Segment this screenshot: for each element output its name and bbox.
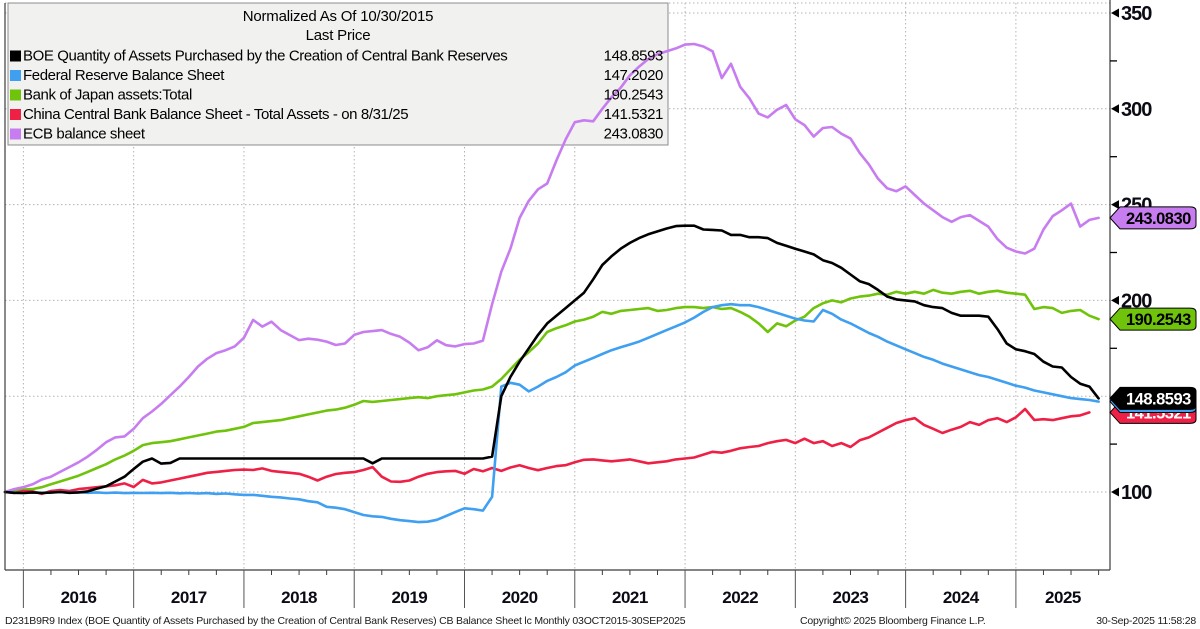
x-axis-label-2023: 2023	[833, 588, 869, 607]
price-tag-2	[1109, 307, 1197, 331]
legend-swatch-fed	[10, 70, 21, 81]
series-lines	[3, 42, 1100, 524]
legend-value-ecb: 243.0830	[604, 126, 663, 143]
series-line-1	[3, 302, 1100, 524]
legend-value-pboc: 141.5321	[604, 106, 663, 123]
y-axis-label-200: 200	[1121, 290, 1152, 312]
legend-value-boe: 148.8593	[604, 48, 663, 65]
y-axis-label-300: 300	[1121, 99, 1152, 121]
y-axis-label-350: 350	[1121, 3, 1152, 25]
price-tag-value-4: 243.0830	[1126, 210, 1191, 228]
x-axis-label-2018: 2018	[281, 588, 317, 607]
legend-swatch-boe	[10, 50, 21, 62]
x-axis-label-2025: 2025	[1045, 588, 1081, 607]
footer: D231B9R9 Index (BOE Quantity of Assets P…	[5, 615, 1197, 627]
footer-copyright: Copyright© 2025 Bloomberg Finance L.P.	[800, 615, 986, 627]
y-tick-arrow-300	[1111, 104, 1119, 114]
x-axis-label-2016: 2016	[61, 588, 97, 607]
y-tick-arrow-200	[1111, 295, 1119, 305]
legend-label-boj: Bank of Japan assets:Total	[23, 87, 192, 104]
x-axis-label-2019: 2019	[391, 588, 427, 607]
series-line-3	[3, 407, 1091, 496]
legend-swatch-pboc	[10, 109, 21, 120]
footer-security-info: D231B9R9 Index (BOE Quantity of Assets P…	[5, 615, 686, 627]
x-axis-label-2024: 2024	[943, 588, 980, 607]
y-tick-arrow-350	[1111, 8, 1119, 18]
chart-subtitle: Last Price	[306, 27, 371, 44]
legend-swatch-boj	[10, 89, 21, 101]
price-tag-0	[1109, 386, 1197, 410]
legend-value-fed: 147.2020	[604, 67, 663, 84]
footer-timestamp: 30-Sep-2025 11:58:28	[1096, 615, 1196, 627]
legend-label-ecb: ECB balance sheet	[23, 126, 146, 143]
y-tick-arrow-100	[1111, 487, 1119, 497]
legend-label-boe: BOE Quantity of Assets Purchased by the …	[23, 48, 507, 65]
legend-label-fed: Federal Reserve Balance Sheet	[23, 67, 225, 84]
legend-swatch-ecb	[10, 128, 21, 140]
series-line-4	[3, 42, 1100, 494]
legend-box	[7, 2, 669, 146]
x-axis-label-2021: 2021	[612, 588, 648, 607]
y-axis-label-100: 100	[1121, 482, 1152, 504]
chart-title: Normalized As Of 10/30/2015	[243, 8, 434, 25]
price-tag-value-2: 190.2543	[1126, 311, 1191, 329]
x-axis-label-2017: 2017	[171, 588, 207, 607]
legend: Normalized As Of 10/30/2015 Last Price B…	[10, 8, 663, 143]
legend-value-boj: 190.2543	[604, 87, 663, 104]
axes: 1001502002503003502016201720182019202020…	[4, 0, 1153, 608]
x-axis-label-2020: 2020	[502, 588, 538, 607]
series-line-2	[3, 288, 1100, 494]
series-line-0	[3, 224, 1100, 495]
legend-label-pboc: China Central Bank Balance Sheet - Total…	[23, 106, 408, 123]
price-tag-value-0: 148.8593	[1126, 390, 1191, 408]
x-axis-label-2022: 2022	[722, 588, 758, 607]
price-tag-4	[1109, 206, 1197, 230]
y-tick-arrow-250	[1111, 200, 1119, 210]
